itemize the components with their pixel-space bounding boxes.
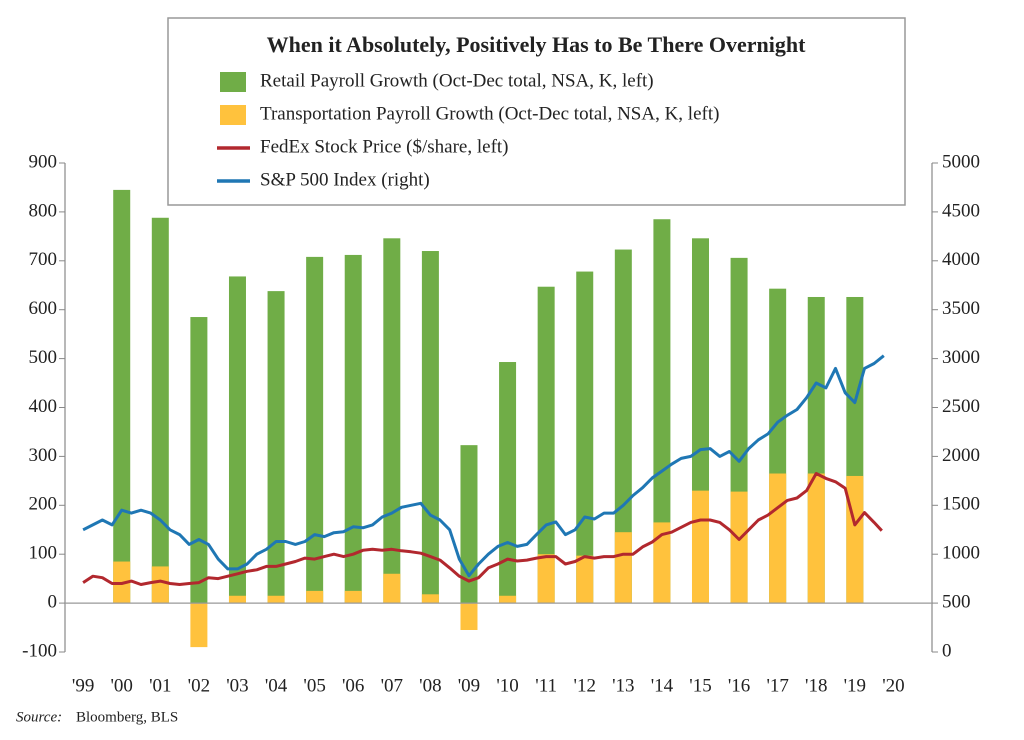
bar: [267, 291, 285, 604]
x-tick-label: '18: [805, 675, 827, 696]
y2-tick-label: 0: [942, 640, 952, 661]
y-tick-label: 500: [29, 347, 58, 368]
bar: [537, 554, 555, 604]
y2-tick-label: 500: [942, 591, 971, 612]
bar: [576, 555, 594, 604]
x-tick-label: '10: [496, 675, 518, 696]
x-tick-label: '03: [226, 675, 248, 696]
y-tick-label: 100: [29, 543, 58, 564]
bar: [383, 573, 401, 604]
bar: [460, 603, 478, 630]
bar: [691, 490, 709, 604]
bar: [769, 473, 787, 604]
y2-tick-label: 5000: [942, 151, 980, 172]
bar: [344, 254, 362, 604]
bar: [653, 522, 671, 604]
bar: [499, 362, 517, 604]
x-tick-label: '08: [419, 675, 441, 696]
y2-tick-label: 4500: [942, 200, 980, 221]
legend-swatch: [220, 72, 246, 92]
x-tick-label: '12: [574, 675, 596, 696]
bar: [190, 603, 208, 648]
y-tick-label: 700: [29, 249, 58, 270]
y2-tick-label: 3000: [942, 347, 980, 368]
y-tick-label: -100: [22, 640, 57, 661]
bar: [499, 595, 517, 604]
x-tick-label: '20: [882, 675, 904, 696]
bar: [113, 189, 131, 604]
y-tick-label: 200: [29, 494, 58, 515]
source-label: Source:: [16, 709, 62, 725]
bar: [421, 594, 439, 604]
legend-swatch: [220, 105, 246, 125]
y2-tick-label: 2500: [942, 396, 980, 417]
bar: [190, 317, 208, 604]
bar: [344, 590, 362, 604]
legend-label: Retail Payroll Growth (Oct-Dec total, NS…: [260, 70, 654, 91]
bar: [228, 595, 246, 604]
bar: [306, 590, 324, 604]
bar: [576, 271, 594, 604]
x-tick-label: '14: [651, 675, 674, 696]
bar: [306, 256, 324, 604]
y-tick-label: 900: [29, 151, 58, 172]
line: [82, 472, 883, 586]
y-tick-label: 300: [29, 445, 58, 466]
y-tick-label: 800: [29, 200, 58, 221]
source: Bloomberg, BLS: [76, 709, 178, 725]
y2-tick-label: 2000: [942, 445, 980, 466]
y2-tick-label: 1500: [942, 494, 980, 515]
x-tick-label: '15: [689, 675, 711, 696]
bar: [151, 566, 169, 604]
line: [82, 354, 885, 578]
bar: [653, 219, 671, 604]
bar: [614, 249, 632, 604]
x-tick-label: '01: [149, 675, 171, 696]
y-tick-label: 400: [29, 396, 58, 417]
bar: [267, 595, 285, 604]
y2-tick-label: 4000: [942, 249, 980, 270]
bar: [730, 491, 748, 604]
x-tick-label: '17: [766, 675, 788, 696]
y-tick-label: 0: [48, 591, 58, 612]
y2-tick-label: 3500: [942, 298, 980, 319]
legend-box: [167, 17, 906, 206]
x-tick-label: '11: [535, 675, 557, 696]
x-tick-label: '16: [728, 675, 750, 696]
x-tick-label: '02: [188, 675, 210, 696]
bar: [228, 276, 246, 604]
chart-title: When it Absolutely, Positively Has to Be…: [267, 32, 806, 57]
x-tick-label: '06: [342, 675, 364, 696]
x-tick-label: '05: [303, 675, 325, 696]
legend-label: FedEx Stock Price ($/share, left): [260, 136, 509, 157]
legend-label: S&P 500 Index (right): [260, 169, 430, 190]
bar: [460, 445, 478, 604]
x-tick-label: '09: [458, 675, 480, 696]
bar: [807, 473, 825, 604]
x-tick-label: '04: [265, 675, 288, 696]
bar: [421, 251, 439, 604]
x-tick-label: '99: [72, 675, 94, 696]
x-tick-label: '19: [844, 675, 866, 696]
y-tick-label: 600: [29, 298, 58, 319]
bar: [614, 532, 632, 604]
y2-tick-label: 1000: [942, 543, 980, 564]
x-tick-label: '00: [111, 675, 133, 696]
x-tick-label: '07: [381, 675, 403, 696]
bar: [151, 217, 169, 604]
legend-label: Transportation Payroll Growth (Oct-Dec t…: [260, 103, 719, 124]
x-tick-label: '13: [612, 675, 634, 696]
bar: [846, 475, 864, 604]
